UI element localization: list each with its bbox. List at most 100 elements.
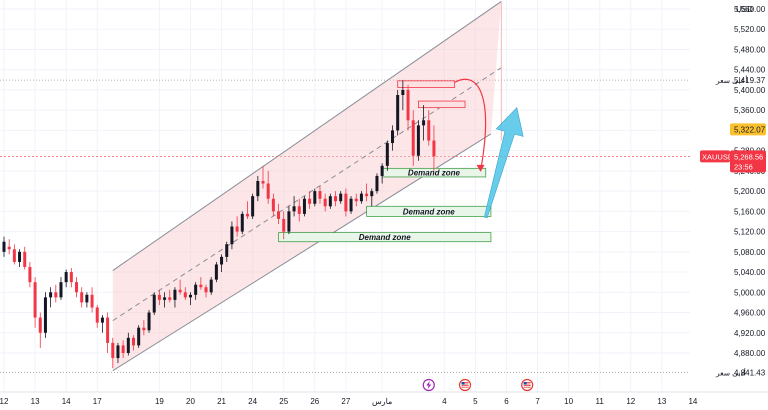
candle[interactable] [28, 261, 32, 288]
candle[interactable] [209, 277, 213, 295]
candle[interactable] [2, 236, 6, 257]
candle[interactable] [416, 120, 420, 161]
candle[interactable] [261, 165, 265, 189]
candle[interactable] [370, 188, 374, 207]
candle[interactable] [178, 279, 182, 295]
candle[interactable] [194, 282, 198, 300]
candle[interactable] [427, 110, 431, 146]
candle[interactable] [287, 206, 291, 235]
candle[interactable] [406, 84, 410, 131]
candle[interactable] [385, 140, 389, 171]
candle[interactable] [49, 287, 53, 308]
channel-upper-line[interactable] [112, 1, 502, 271]
candle[interactable] [95, 304, 99, 328]
resistance-zone[interactable] [417, 100, 466, 109]
candle[interactable] [69, 268, 73, 288]
candle[interactable] [75, 277, 79, 298]
candle[interactable] [33, 277, 37, 328]
candle[interactable] [391, 125, 394, 151]
candle[interactable] [64, 269, 68, 288]
candle[interactable] [132, 335, 135, 351]
candle[interactable] [308, 191, 312, 209]
candle[interactable] [204, 284, 208, 298]
candle[interactable] [199, 277, 203, 290]
candle[interactable] [339, 191, 343, 204]
candle[interactable] [142, 320, 146, 336]
candle[interactable] [126, 332, 130, 356]
candle[interactable] [277, 203, 281, 224]
candle[interactable] [344, 188, 348, 217]
candles[interactable] [2, 80, 436, 369]
candle[interactable] [214, 261, 218, 283]
candle[interactable] [349, 196, 353, 214]
forecast-arrow[interactable] [483, 107, 524, 219]
candle[interactable] [173, 287, 177, 308]
candle[interactable] [111, 337, 115, 369]
us-flag-event-icon[interactable] [521, 378, 534, 392]
time-axis[interactable]: 12 13 14 17 19 20 21 24 25 26 27 مارس 4 5 6 7 10 11 12 13 14 [0, 378, 768, 410]
candle[interactable] [380, 163, 384, 184]
candle[interactable] [235, 216, 239, 237]
candle[interactable] [323, 193, 327, 212]
candle[interactable] [230, 221, 234, 250]
demand-zone[interactable] [366, 205, 492, 217]
event-icons[interactable] [422, 378, 534, 392]
candle[interactable] [121, 340, 125, 359]
candle[interactable] [282, 211, 286, 240]
curved-arrow[interactable] [454, 78, 487, 171]
candle[interactable] [354, 193, 358, 207]
candle[interactable] [163, 292, 167, 308]
candle[interactable] [85, 292, 89, 308]
candle[interactable] [297, 198, 301, 222]
candle[interactable] [313, 188, 317, 207]
candle[interactable] [245, 201, 249, 219]
candle[interactable] [396, 89, 400, 136]
candle[interactable] [365, 183, 369, 202]
candle[interactable] [90, 287, 94, 313]
candle[interactable] [23, 246, 27, 270]
candle[interactable] [152, 292, 156, 316]
price-axis[interactable]: USD 4,880.00 4,920.00 4,960.00 5,000.00 5,04… [690, 0, 768, 392]
candle[interactable] [302, 196, 306, 217]
candle[interactable] [59, 277, 63, 300]
demand-zone[interactable] [278, 232, 492, 243]
candle[interactable] [137, 325, 141, 348]
candle[interactable] [240, 211, 244, 235]
candle[interactable] [147, 310, 151, 333]
candle[interactable] [54, 284, 58, 303]
candle[interactable] [422, 105, 426, 141]
lightning-event-icon[interactable] [422, 378, 435, 392]
candle[interactable] [116, 342, 120, 364]
candle[interactable] [318, 186, 322, 204]
candle[interactable] [401, 80, 405, 111]
candle[interactable] [225, 241, 229, 262]
candle[interactable] [432, 125, 436, 171]
candle[interactable] [292, 196, 296, 217]
candle[interactable] [334, 191, 338, 207]
candle[interactable] [266, 170, 270, 204]
candle[interactable] [256, 175, 260, 202]
candle[interactable] [411, 110, 415, 166]
us-flag-event-icon[interactable] [458, 378, 472, 392]
candle[interactable] [168, 289, 172, 303]
candle[interactable] [80, 287, 84, 308]
candle[interactable] [359, 191, 363, 204]
resistance-zone[interactable] [397, 80, 456, 88]
candle[interactable] [100, 315, 104, 333]
candle[interactable] [375, 173, 379, 194]
candle[interactable] [157, 289, 161, 305]
plot-area[interactable]: Demand zone Demand zone Demand zone [0, 0, 694, 392]
candle[interactable] [271, 193, 275, 217]
candle[interactable] [38, 312, 42, 348]
candle[interactable] [12, 244, 16, 265]
candle[interactable] [7, 239, 11, 255]
candle[interactable] [220, 254, 224, 273]
candle[interactable] [18, 249, 22, 267]
candle[interactable] [251, 193, 255, 219]
zones[interactable]: Demand zone Demand zone Demand zone [278, 80, 492, 243]
candle[interactable] [188, 292, 192, 305]
candle[interactable] [106, 312, 110, 353]
candle[interactable] [328, 193, 332, 209]
candle[interactable] [43, 292, 47, 338]
